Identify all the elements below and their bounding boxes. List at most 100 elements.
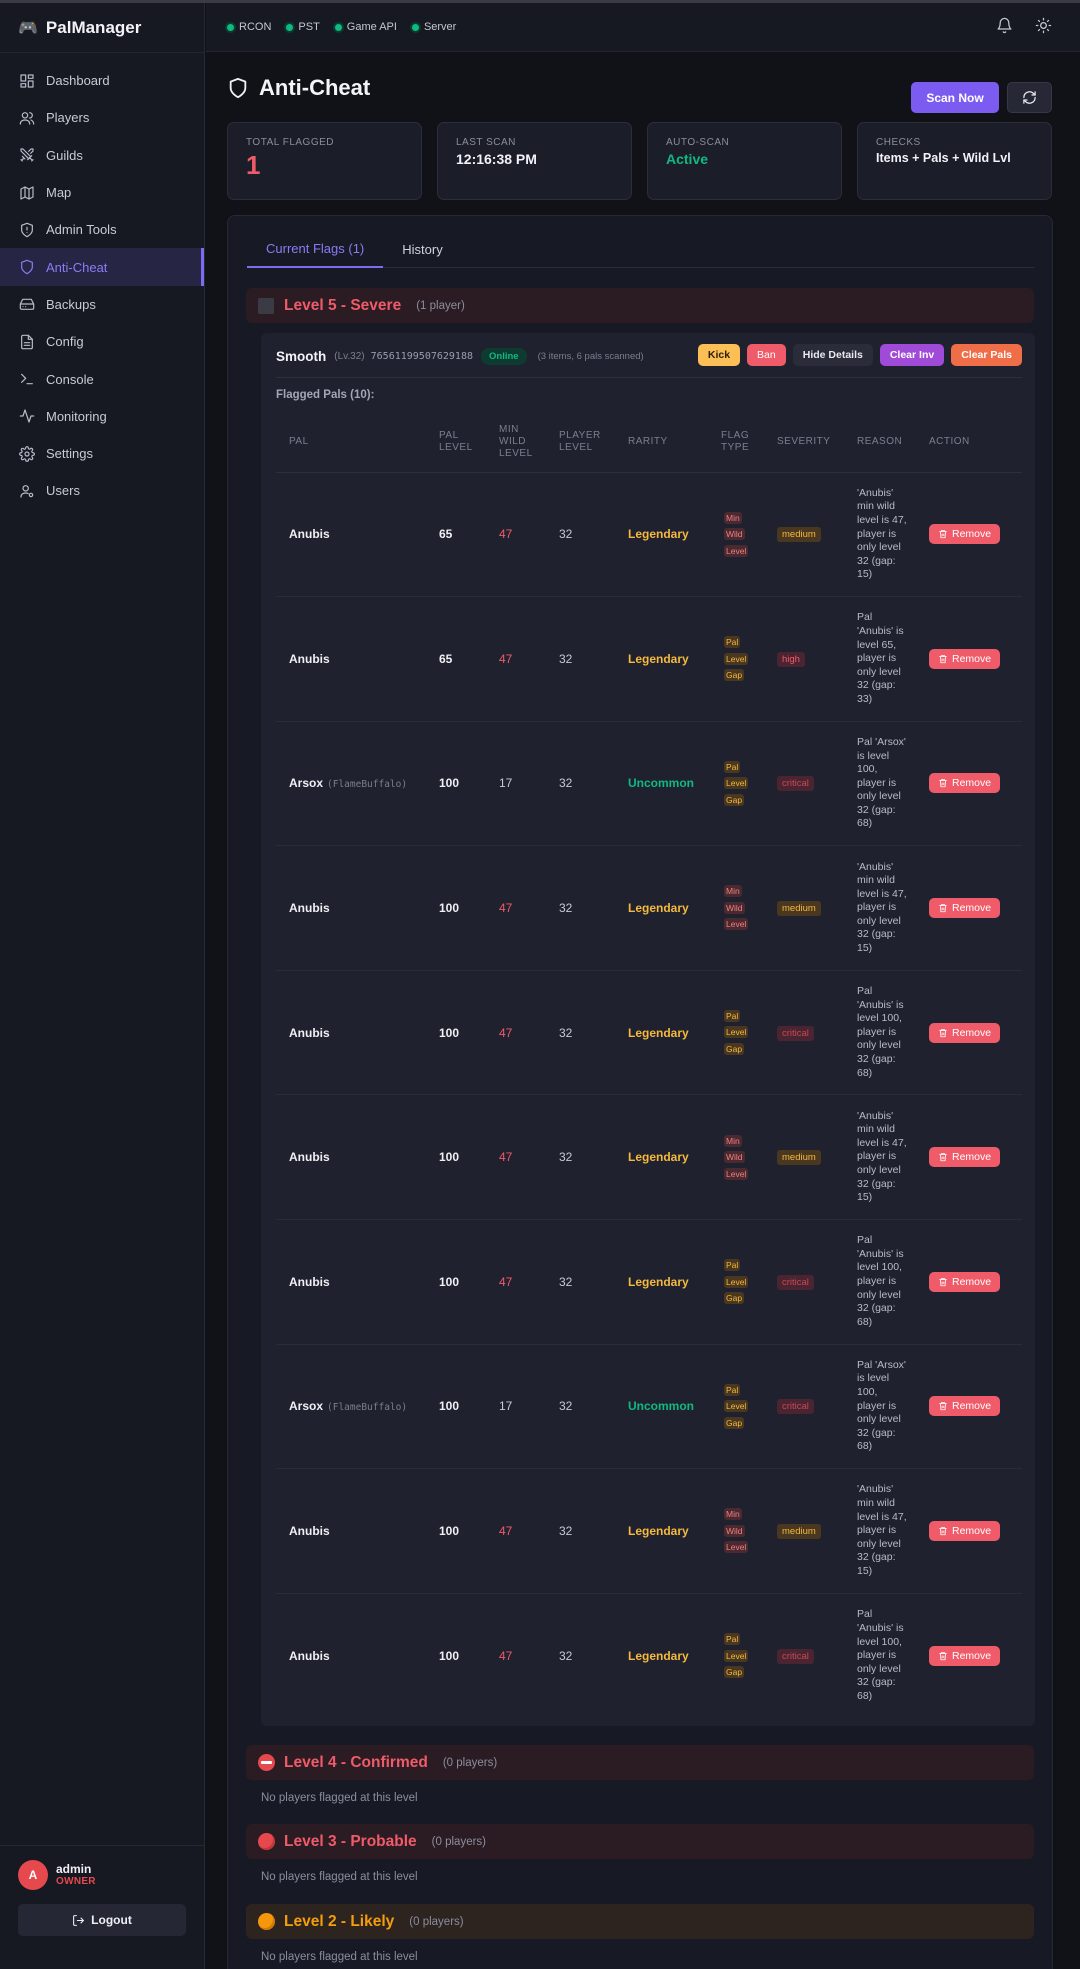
sidebar-item-map[interactable]: Map bbox=[0, 174, 204, 211]
severity-badge: medium bbox=[777, 901, 821, 917]
stat-label: Last Scan bbox=[456, 137, 516, 148]
tab-current-flags[interactable]: Current Flags (1) bbox=[247, 230, 384, 268]
no-entry-icon bbox=[257, 1754, 275, 1772]
flag-type-badge: Pal Level Gap bbox=[721, 634, 751, 684]
hide-details-button[interactable]: Hide Details bbox=[792, 344, 873, 366]
pal-name: Anubis bbox=[289, 1524, 330, 1539]
remove-button[interactable]: Remove bbox=[929, 1645, 1001, 1666]
flag-word: Level bbox=[724, 918, 749, 931]
sidebar-item-label: Console bbox=[46, 371, 94, 387]
level-3-header[interactable]: Level 3 - Probable (0 players) bbox=[246, 1824, 1034, 1859]
rarity-cell: Legendary bbox=[615, 472, 708, 598]
column-header: Player Level bbox=[546, 413, 615, 473]
player-level-cell: 32 bbox=[546, 970, 615, 1096]
action-cell: Remove bbox=[916, 1593, 1022, 1718]
ban-button[interactable]: Ban bbox=[747, 344, 786, 366]
flag-type-cell: Min Wild Level bbox=[708, 472, 764, 598]
sidebar-item-monitoring[interactable]: Monitoring bbox=[0, 398, 204, 435]
flags-panel: Current Flags (1) History Level 5 - Seve… bbox=[227, 215, 1053, 1969]
severity-badge: medium bbox=[777, 1150, 821, 1166]
pal-cell: Anubis bbox=[276, 472, 426, 598]
level-5-header[interactable]: Level 5 - Severe (1 player) bbox=[246, 288, 1034, 323]
pal-cell: Anubis bbox=[276, 845, 426, 971]
drive-icon bbox=[19, 299, 35, 311]
severity-cell: medium bbox=[764, 845, 844, 971]
reason-cell: Pal 'Arsox' is level 100, player is only… bbox=[844, 721, 916, 847]
remove-label: Remove bbox=[952, 1649, 992, 1662]
stat-card-checks: Checks Items + Pals + Wild Lvl bbox=[857, 122, 1052, 200]
remove-label: Remove bbox=[952, 1275, 992, 1288]
flag-word: Min bbox=[724, 885, 742, 898]
clear-inv-button[interactable]: Clear Inv bbox=[879, 344, 945, 366]
action-cell: Remove bbox=[916, 1344, 1022, 1470]
flag-word: Wild bbox=[724, 901, 745, 914]
gamepad-icon: 🎮 bbox=[18, 19, 38, 37]
refresh-button[interactable] bbox=[1007, 82, 1052, 113]
severity-cell: critical bbox=[764, 721, 844, 847]
sidebar-item-dashboard[interactable]: Dashboard bbox=[0, 62, 204, 99]
rarity-cell: Legendary bbox=[615, 1094, 708, 1221]
tabs: Current Flags (1) History bbox=[247, 230, 1034, 268]
sidebar-item-players[interactable]: Players bbox=[0, 99, 204, 136]
remove-button[interactable]: Remove bbox=[929, 773, 1001, 794]
stat-label: Auto-Scan bbox=[666, 137, 730, 148]
column-header: Min Wild Level bbox=[486, 413, 546, 473]
status-badge: Online bbox=[481, 347, 527, 365]
sidebar-item-settings[interactable]: Settings bbox=[0, 435, 204, 472]
kick-button[interactable]: Kick bbox=[697, 344, 741, 366]
sidebar-item-guilds[interactable]: Guilds bbox=[0, 137, 204, 174]
sidebar-item-anti-cheat[interactable]: Anti-Cheat bbox=[0, 248, 204, 287]
reason-text: Pal 'Arsox' is level 100, player is only… bbox=[857, 1358, 906, 1453]
empty-level-message: No players flagged at this level bbox=[261, 1951, 418, 1963]
remove-button[interactable]: Remove bbox=[929, 1271, 1001, 1292]
trash-icon bbox=[939, 1028, 947, 1037]
sidebar-item-console[interactable]: Console bbox=[0, 360, 204, 397]
remove-button[interactable]: Remove bbox=[929, 524, 1001, 545]
divider bbox=[276, 377, 1022, 378]
remove-button[interactable]: Remove bbox=[929, 1147, 1001, 1168]
sun-icon[interactable] bbox=[1035, 17, 1052, 34]
remove-button[interactable]: Remove bbox=[929, 1396, 1001, 1417]
status-dot bbox=[411, 23, 419, 31]
level-count: (1 player) bbox=[416, 299, 465, 312]
status-dot bbox=[227, 23, 234, 31]
remove-button[interactable]: Remove bbox=[929, 898, 1001, 919]
logout-button[interactable]: Logout bbox=[18, 1904, 186, 1936]
pal-name: Anubis bbox=[289, 651, 330, 666]
scan-now-button[interactable]: Scan Now bbox=[911, 82, 999, 113]
app-brand[interactable]: 🎮 PalManager bbox=[0, 3, 204, 53]
user-panel: A admin OWNER Logout bbox=[0, 1845, 204, 1969]
player-actions: Kick Ban Hide Details Clear Inv Clear Pa… bbox=[697, 344, 1022, 366]
flag-word: Level bbox=[724, 1026, 749, 1039]
rarity-cell: Legendary bbox=[628, 1648, 689, 1663]
flag-type-cell: Pal Level Gap bbox=[708, 1593, 764, 1718]
reason-cell: Pal 'Anubis' is level 100, player is onl… bbox=[844, 970, 916, 1096]
column-header: Reason bbox=[844, 413, 916, 473]
level-2-header[interactable]: Level 2 - Likely (0 players) bbox=[246, 1904, 1034, 1939]
sidebar-item-backups[interactable]: Backups bbox=[0, 286, 204, 323]
remove-button[interactable]: Remove bbox=[929, 1022, 1001, 1043]
stat-value: Active bbox=[666, 151, 709, 167]
tab-history[interactable]: History bbox=[402, 241, 443, 257]
player-level-cell: 32 bbox=[546, 1344, 615, 1470]
reason-cell: Pal 'Arsox' is level 100, player is only… bbox=[844, 1344, 916, 1470]
sidebar-nav: Dashboard Players Guilds Map Admin Tools… bbox=[0, 53, 204, 510]
flagged-pals-label: Flagged Pals (10): bbox=[276, 389, 375, 401]
flag-type-cell: Pal Level Gap bbox=[708, 1344, 764, 1470]
remove-button[interactable]: Remove bbox=[929, 648, 1001, 669]
reason-cell: 'Anubis' min wild level is 47, player is… bbox=[844, 472, 916, 598]
rarity-cell: Legendary bbox=[615, 596, 708, 722]
sidebar-item-config[interactable]: Config bbox=[0, 323, 204, 360]
rarity-cell: Legendary bbox=[615, 845, 708, 971]
clear-pals-button[interactable]: Clear Pals bbox=[951, 344, 1022, 366]
remove-button[interactable]: Remove bbox=[929, 1521, 1001, 1542]
column-header: Pal bbox=[276, 413, 426, 473]
sidebar-item-users[interactable]: Users bbox=[0, 472, 204, 509]
flag-word: Pal bbox=[724, 1259, 741, 1272]
sidebar-item-label: Anti-Cheat bbox=[46, 259, 108, 275]
bell-icon[interactable] bbox=[996, 17, 1013, 34]
shield-icon bbox=[229, 77, 247, 99]
rarity-cell: Legendary bbox=[615, 970, 708, 1096]
sidebar-item-admin-tools[interactable]: Admin Tools bbox=[0, 211, 204, 248]
level-4-header[interactable]: Level 4 - Confirmed (0 players) bbox=[246, 1745, 1034, 1780]
